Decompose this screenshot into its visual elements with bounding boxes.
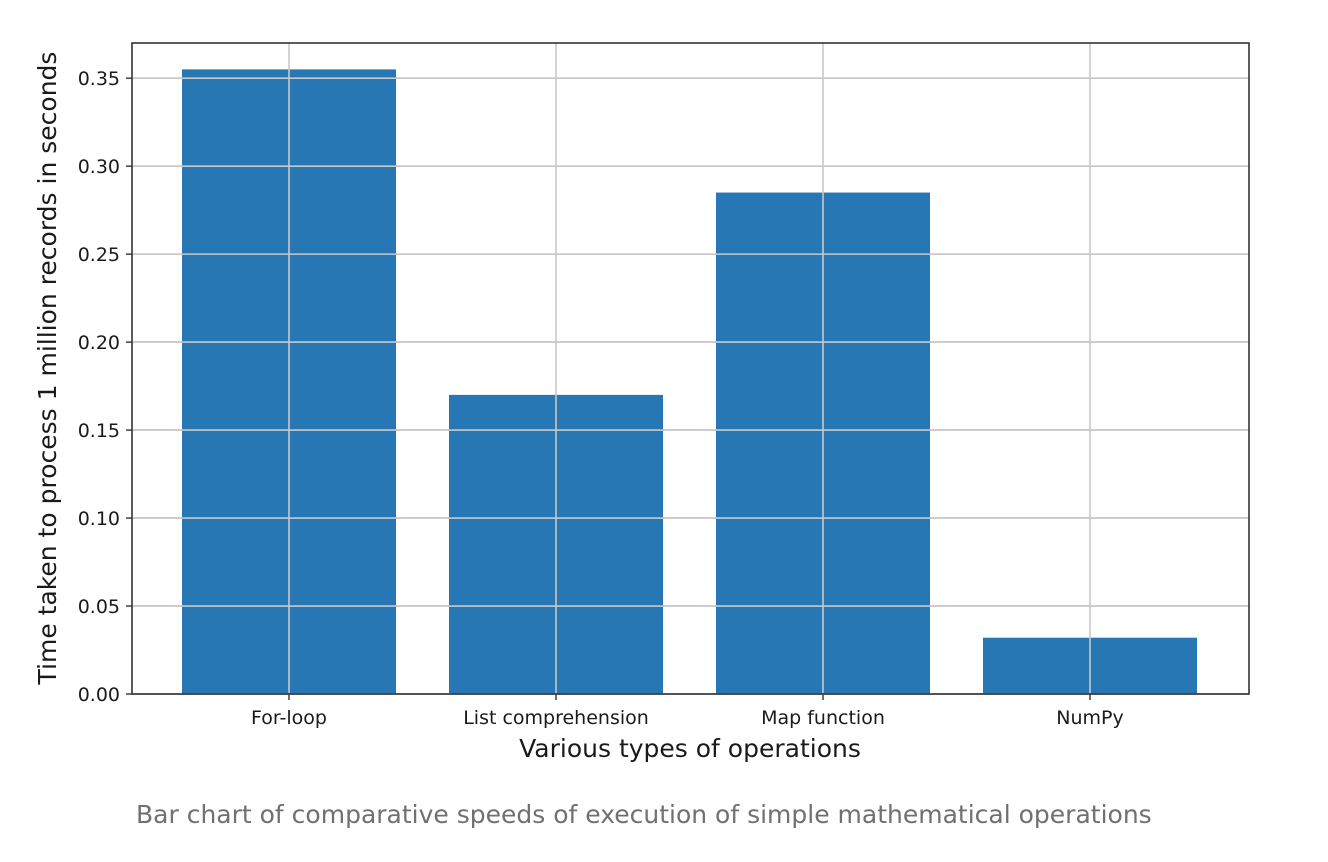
- x-tick-label: Map function: [761, 707, 885, 729]
- bars: [182, 69, 1197, 694]
- plot-frame: [131, 42, 1250, 695]
- y-axis-label: Time taken to process 1 million records …: [33, 52, 62, 686]
- y-tick-label: 0.25: [78, 244, 120, 266]
- x-tick-label: List comprehension: [463, 707, 649, 729]
- y-tick-label: 0.20: [78, 332, 120, 354]
- y-tick-label: 0.10: [78, 508, 120, 530]
- x-tick-label: For-loop: [251, 707, 327, 729]
- x-axis-label: Various types of operations: [519, 734, 861, 763]
- x-axis-ticks: For-loop List comprehension Map function Nu…: [251, 694, 1124, 729]
- x-tick-label: NumPy: [1056, 707, 1123, 729]
- bar-chart: 0.00 0.05 0.10 0.15 0.20 0.25 0.30 0.35 For-loo…: [33, 42, 1250, 763]
- figure-caption: Bar chart of comparative speeds of execu…: [136, 800, 1152, 829]
- y-tick-label: 0.15: [78, 420, 120, 442]
- y-tick-label: 0.30: [78, 156, 120, 178]
- y-axis-ticks: 0.00 0.05 0.10 0.15 0.20 0.25 0.30 0.35: [78, 68, 132, 706]
- y-tick-label: 0.35: [78, 68, 120, 90]
- y-tick-label: 0.00: [78, 684, 120, 706]
- y-tick-label: 0.05: [78, 596, 120, 618]
- chart-canvas: 0.00 0.05 0.10 0.15 0.20 0.25 0.30 0.35 For-loo…: [33, 42, 1250, 763]
